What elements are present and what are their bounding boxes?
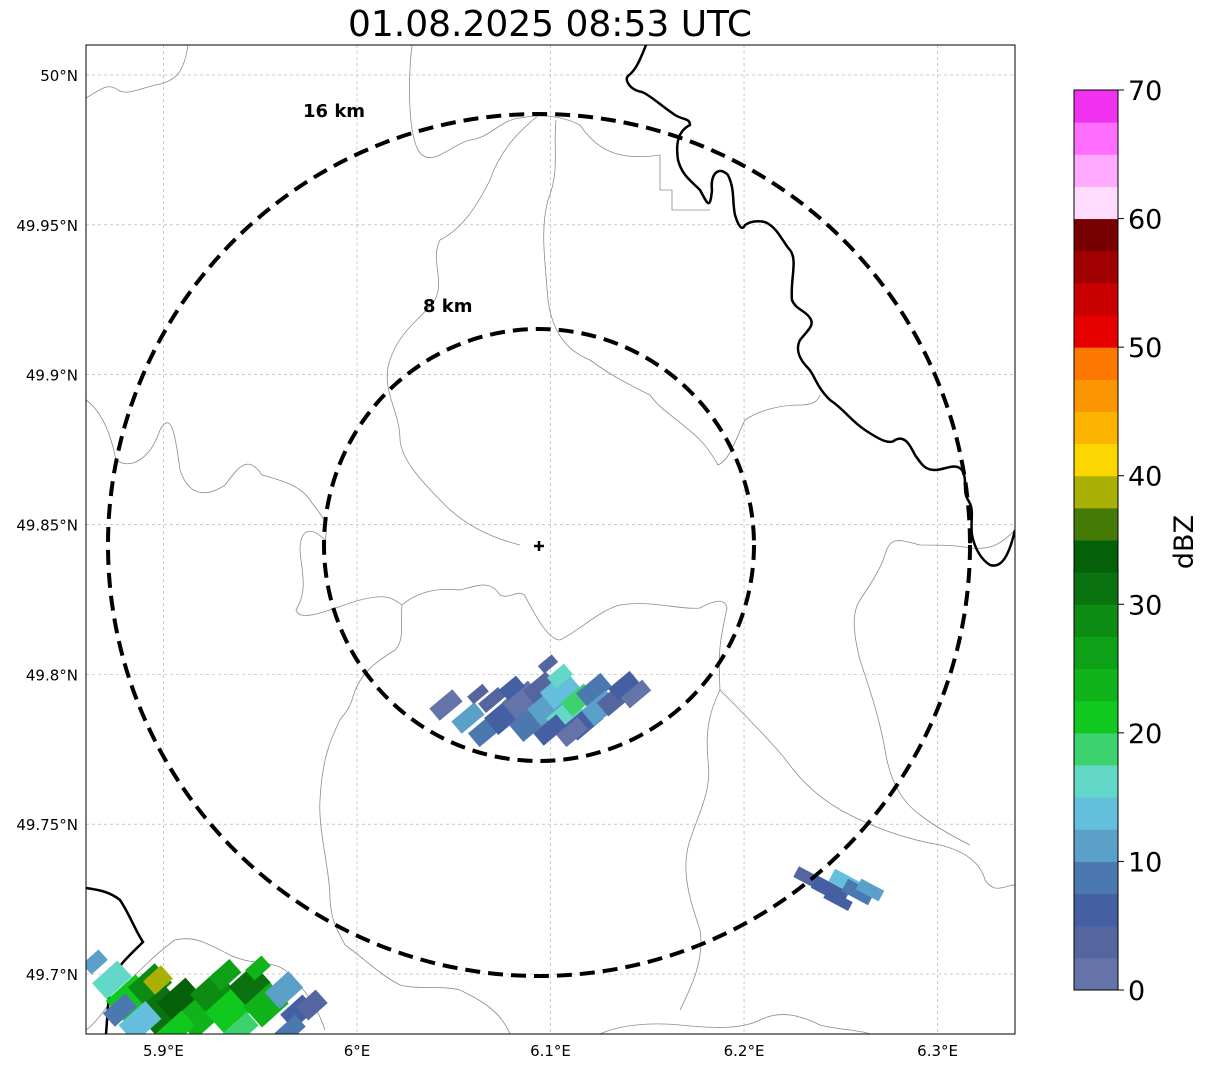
echo-gate (143, 965, 173, 995)
ring-label-16km: 16 km (303, 101, 365, 122)
echo-gate (533, 714, 567, 746)
echo-gate (575, 672, 613, 708)
echo-gate (157, 977, 203, 1023)
colorbar-segment (1074, 636, 1118, 670)
echo-gate (855, 878, 885, 902)
range-rings (106, 112, 972, 978)
colorbar-segment (1074, 443, 1118, 477)
longitude-tick-labels: 5.9°E 6°E 6.1°E 6.2°E 6.3°E (143, 1042, 958, 1060)
lon-tick-label: 6.3°E (917, 1042, 958, 1060)
colorbar-segment (1074, 379, 1118, 412)
colorbar-tick-label: 70 (1128, 76, 1162, 107)
colorbar-segment (1074, 282, 1118, 316)
echo-gate (823, 889, 853, 911)
range-ring-8km (322, 327, 756, 763)
echo-gate (274, 1014, 306, 1034)
colorbar-segment (1074, 475, 1118, 509)
colorbar-segment (1074, 732, 1118, 766)
echo-gate (608, 670, 640, 702)
colorbar-label: dBZ (1169, 515, 1200, 569)
lon-tick-label: 6°E (344, 1042, 371, 1060)
colorbar-segment (1074, 861, 1118, 895)
colorbar-tick-label: 0 (1128, 976, 1145, 1007)
radar-echoes (86, 654, 885, 1034)
echo-gate (296, 989, 328, 1021)
echo-gate (539, 670, 581, 710)
echo-gate (429, 689, 463, 721)
colorbar-segment (1074, 122, 1118, 155)
lat-tick-label: 49.8°N (26, 666, 78, 684)
colorbar-segment (1074, 347, 1118, 380)
echo-gate (841, 878, 875, 906)
colorbar-segment (1074, 700, 1118, 734)
colorbar-segment (1074, 925, 1118, 959)
range-ring-16km (106, 112, 972, 978)
colorbar-segment (1074, 604, 1118, 637)
echo-gate (92, 960, 132, 1000)
colorbar-segment (1074, 411, 1118, 445)
lat-tick-label: 49.75°N (16, 816, 78, 834)
colorbar-tick-label: 60 (1128, 205, 1162, 236)
echo-gate (118, 1001, 162, 1034)
echo-gate (451, 702, 485, 734)
admin-borders (86, 45, 1015, 1034)
colorbar-segment (1074, 765, 1118, 798)
lat-tick-label: 50°N (40, 67, 78, 85)
map-title: 01.08.2025 08:53 UTC (347, 4, 753, 45)
colorbar-segment (1074, 893, 1118, 927)
echo-gate (547, 663, 573, 689)
lat-tick-label: 49.85°N (16, 517, 78, 535)
gridlines (86, 45, 1015, 1034)
echo-gate (221, 1011, 259, 1034)
colorbar-segment (1074, 90, 1118, 123)
colorbar-segment (1074, 507, 1118, 541)
colorbar-frame (1073, 89, 1119, 991)
colorbar-tick-label: 30 (1128, 590, 1162, 621)
ring-label-8km: 8 km (423, 296, 473, 317)
echo-gate (245, 955, 271, 981)
echo-gate (264, 971, 304, 1009)
echo-gate (620, 679, 652, 709)
colorbar-tick-label: 20 (1128, 719, 1162, 750)
colorbar-segment (1074, 572, 1118, 605)
colorbar-segment (1074, 540, 1118, 573)
colorbar-segment (1074, 186, 1118, 220)
echo-gate (537, 654, 559, 674)
colorbar-segment (1074, 218, 1118, 252)
lon-tick-label: 6.1°E (530, 1042, 571, 1060)
echo-gate (499, 675, 525, 701)
colorbar-segment (1074, 957, 1118, 991)
echo-gate (86, 949, 108, 975)
echo-gate (522, 671, 558, 705)
lat-tick-label: 49.9°N (26, 367, 78, 385)
colorbar-tick-label: 50 (1128, 333, 1162, 364)
echo-gate (102, 993, 138, 1027)
radar-center-marker (534, 541, 544, 551)
lon-tick-label: 5.9°E (143, 1042, 184, 1060)
echo-gate (556, 716, 588, 748)
lat-tick-label: 49.95°N (16, 217, 78, 235)
colorbar-segment (1074, 250, 1118, 284)
echo-gate (467, 683, 489, 705)
plot-frame (85, 44, 1016, 1035)
colorbar-segment (1074, 315, 1118, 348)
colorbar-tick-label: 40 (1128, 462, 1162, 493)
echo-gate (478, 687, 506, 713)
colorbar-segment (1074, 154, 1118, 187)
echo-gate (208, 958, 242, 992)
lat-tick-label: 49.7°N (26, 966, 78, 984)
latitude-tick-labels: 50°N 49.95°N 49.9°N 49.85°N 49.8°N 49.75°N 49.… (16, 67, 78, 984)
echo-gate (154, 1010, 196, 1034)
colorbar-segment (1074, 797, 1118, 830)
colorbar-tick-label: 10 (1128, 847, 1162, 878)
colorbar-segment (1074, 829, 1118, 862)
colorbar-segment (1074, 668, 1118, 702)
colorbar: 0 10 20 30 40 50 60 70 (1073, 76, 1162, 1007)
lon-tick-label: 6.2°E (724, 1042, 765, 1060)
